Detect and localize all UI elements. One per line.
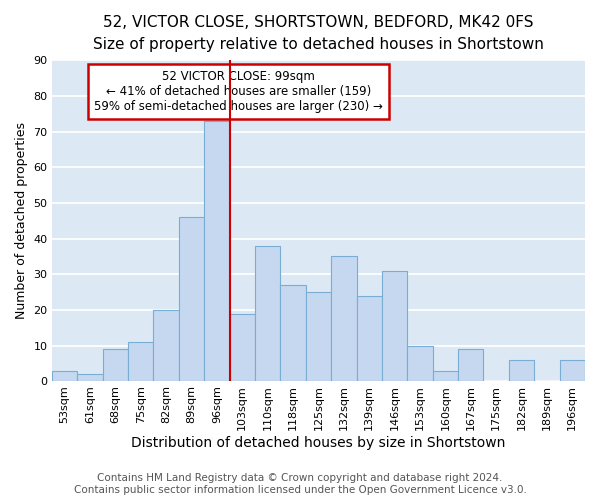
Bar	[407, 346, 433, 382]
Bar	[179, 217, 204, 382]
Bar	[280, 285, 306, 382]
Bar	[77, 374, 103, 382]
Bar	[255, 246, 280, 382]
Bar	[128, 342, 154, 382]
Bar	[306, 292, 331, 382]
Title: 52, VICTOR CLOSE, SHORTSTOWN, BEDFORD, MK42 0FS
Size of property relative to det: 52, VICTOR CLOSE, SHORTSTOWN, BEDFORD, M…	[93, 15, 544, 52]
Y-axis label: Number of detached properties: Number of detached properties	[15, 122, 28, 320]
Bar	[331, 256, 356, 382]
Bar	[204, 121, 230, 382]
Bar	[230, 314, 255, 382]
Bar	[52, 370, 77, 382]
Bar	[560, 360, 585, 382]
Bar	[356, 296, 382, 382]
X-axis label: Distribution of detached houses by size in Shortstown: Distribution of detached houses by size …	[131, 436, 506, 450]
Bar	[103, 349, 128, 382]
Bar	[509, 360, 534, 382]
Bar	[382, 270, 407, 382]
Bar	[458, 349, 484, 382]
Text: Contains HM Land Registry data © Crown copyright and database right 2024.
Contai: Contains HM Land Registry data © Crown c…	[74, 474, 526, 495]
Bar	[433, 370, 458, 382]
Bar	[154, 310, 179, 382]
Text: 52 VICTOR CLOSE: 99sqm
← 41% of detached houses are smaller (159)
59% of semi-de: 52 VICTOR CLOSE: 99sqm ← 41% of detached…	[94, 70, 383, 113]
